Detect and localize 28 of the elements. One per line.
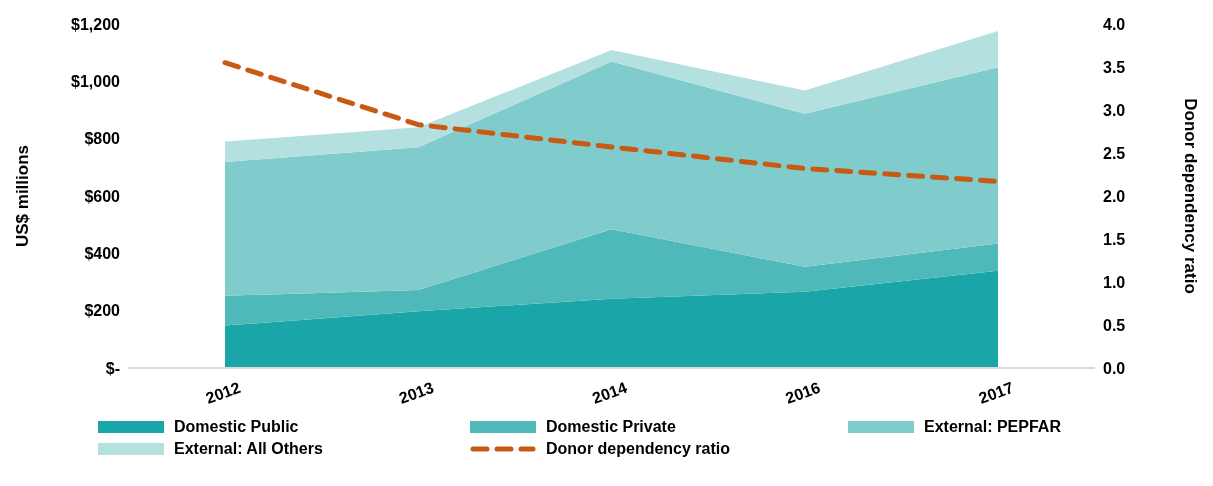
y2-tick-label: 2.0 (1103, 187, 1126, 205)
x-tick-label: 2013 (396, 378, 437, 407)
y-tick-label: $600 (84, 187, 121, 205)
y2-tick-label: 1.5 (1103, 230, 1126, 248)
x-tick-label: 2014 (589, 378, 630, 407)
y2-tick-label: 4.0 (1103, 15, 1126, 33)
y-tick-label: $- (105, 359, 120, 377)
x-tick-label: 2017 (976, 378, 1016, 407)
legend-label: External: PEPFAR (924, 418, 1061, 436)
x-tick-label: 2016 (783, 378, 823, 407)
y2-tick-label: 3.0 (1103, 101, 1126, 119)
y2-tick-label: 2.5 (1103, 144, 1126, 162)
y2-axis-title: Donor dependency ratio (1180, 98, 1200, 294)
y2-tick-label: 1.0 (1103, 273, 1126, 291)
legend-label: External: All Others (174, 440, 323, 458)
legend-label: Domestic Private (546, 418, 676, 436)
x-tick-label: 2012 (203, 378, 243, 407)
y-tick-label: $200 (84, 302, 121, 320)
y-tick-label: $1,200 (71, 15, 121, 33)
legend-label: Donor dependency ratio (546, 440, 731, 458)
y-axis-title: US$ millions (13, 144, 33, 248)
y-tick-label: $400 (84, 245, 121, 263)
y-tick-label: $800 (84, 130, 121, 148)
y2-tick-label: 0.5 (1103, 316, 1126, 334)
y2-tick-label: 0.0 (1103, 359, 1126, 377)
y2-tick-label: 3.5 (1103, 58, 1126, 76)
y-tick-label: $1,000 (71, 73, 121, 91)
legend-label: Domestic Public (174, 418, 299, 436)
